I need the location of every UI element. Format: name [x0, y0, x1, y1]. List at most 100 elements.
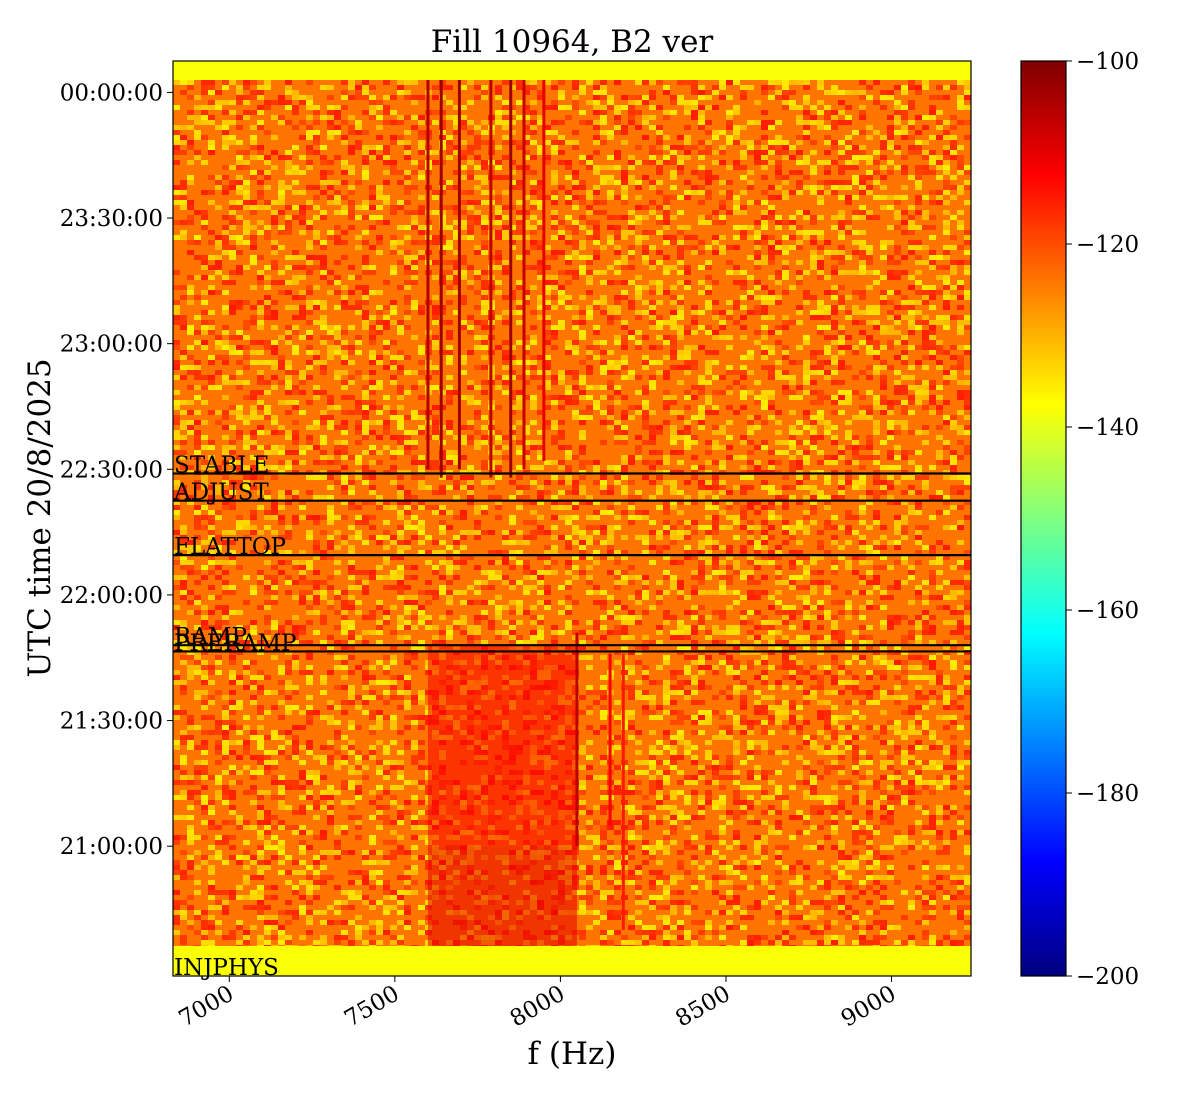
heatmap-cell [600, 200, 607, 205]
heatmap-cell [292, 305, 299, 310]
heatmap-cell [719, 80, 726, 85]
heatmap-cell [852, 435, 859, 440]
heatmap-cell [348, 505, 355, 510]
heatmap-cell [264, 550, 271, 555]
heatmap-cell [712, 360, 719, 365]
heatmap-cell [292, 430, 299, 435]
heatmap-cell [502, 215, 509, 220]
heatmap-cell [376, 305, 383, 310]
heatmap-cell [306, 305, 313, 310]
heatmap-cell [677, 260, 684, 265]
heatmap-cell [376, 435, 383, 440]
heatmap-cell [369, 370, 376, 375]
heatmap-cell [831, 125, 838, 130]
heatmap-cell [551, 225, 558, 230]
heatmap-cell [460, 320, 467, 325]
heatmap-cell [684, 520, 691, 525]
heatmap-cell [873, 80, 880, 85]
heatmap-cell [516, 400, 523, 405]
heatmap-cell [859, 215, 866, 220]
heatmap-cell [901, 385, 908, 390]
heatmap-cell [327, 170, 334, 175]
heatmap-cell [887, 430, 894, 435]
heatmap-cell [495, 95, 502, 100]
heatmap-cell [285, 160, 292, 165]
heatmap-cell [880, 205, 887, 210]
heatmap-cell [607, 555, 614, 560]
heatmap-cell [432, 210, 439, 215]
heatmap-cell [292, 315, 299, 320]
heatmap-cell [320, 315, 327, 320]
heatmap-cell [600, 385, 607, 390]
heatmap-cell [481, 165, 488, 170]
heatmap-cell [586, 100, 593, 105]
heatmap-cell [215, 100, 222, 105]
heatmap-cell [572, 410, 579, 415]
heatmap-cell [782, 220, 789, 225]
heatmap-cell [691, 550, 698, 555]
heatmap-cell [446, 320, 453, 325]
heatmap-cell [873, 550, 880, 555]
heatmap-cell [698, 175, 705, 180]
heatmap-cell [404, 520, 411, 525]
heatmap-cell [236, 435, 243, 440]
heatmap-cell [943, 220, 950, 225]
heatmap-cell [803, 115, 810, 120]
heatmap-cell [964, 90, 971, 95]
heatmap-cell [796, 185, 803, 190]
heatmap-cell [271, 315, 278, 320]
heatmap-cell [642, 205, 649, 210]
heatmap-cell [845, 200, 852, 205]
heatmap-cell [670, 240, 677, 245]
heatmap-cell [572, 180, 579, 185]
heatmap-cell [376, 250, 383, 255]
heatmap-cell [705, 150, 712, 155]
heatmap-cell [418, 230, 425, 235]
heatmap-cell [481, 140, 488, 145]
heatmap-cell [621, 360, 628, 365]
heatmap-cell [558, 535, 565, 540]
heatmap-cell [432, 160, 439, 165]
heatmap-cell [929, 250, 936, 255]
heatmap-cell [761, 440, 768, 445]
heatmap-cell [873, 460, 880, 465]
heatmap-cell [383, 365, 390, 370]
heatmap-cell [306, 135, 313, 140]
heatmap-cell [208, 555, 215, 560]
heatmap-cell [943, 445, 950, 450]
heatmap-cell [362, 270, 369, 275]
heatmap-cell [334, 515, 341, 520]
heatmap-cell [278, 195, 285, 200]
heatmap-cell [502, 140, 509, 145]
heatmap-cell [894, 370, 901, 375]
heatmap-cell [348, 480, 355, 485]
heatmap-cell [908, 250, 915, 255]
heatmap-cell [957, 185, 964, 190]
heatmap-cell [698, 375, 705, 380]
heatmap-cell [635, 285, 642, 290]
heatmap-cell [915, 240, 922, 245]
heatmap-cell [852, 460, 859, 465]
heatmap-cell [285, 90, 292, 95]
heatmap-cell [495, 205, 502, 210]
heatmap-cell [964, 480, 971, 485]
heatmap-cell [544, 245, 551, 250]
heatmap-cell [397, 545, 404, 550]
heatmap-cell [810, 505, 817, 510]
heatmap-cell [180, 490, 187, 495]
heatmap-cell [327, 95, 334, 100]
heatmap-cell [348, 305, 355, 310]
heatmap-cell [705, 550, 712, 555]
heatmap-cell [530, 325, 537, 330]
heatmap-cell [621, 295, 628, 300]
heatmap-cell [761, 395, 768, 400]
heatmap-cell [362, 475, 369, 480]
heatmap-cell [845, 115, 852, 120]
heatmap-cell [537, 180, 544, 185]
heatmap-cell [943, 185, 950, 190]
heatmap-cell [838, 195, 845, 200]
heatmap-cell [663, 510, 670, 515]
heatmap-cell [236, 270, 243, 275]
heatmap-cell [523, 85, 530, 90]
heatmap-cell [264, 415, 271, 420]
